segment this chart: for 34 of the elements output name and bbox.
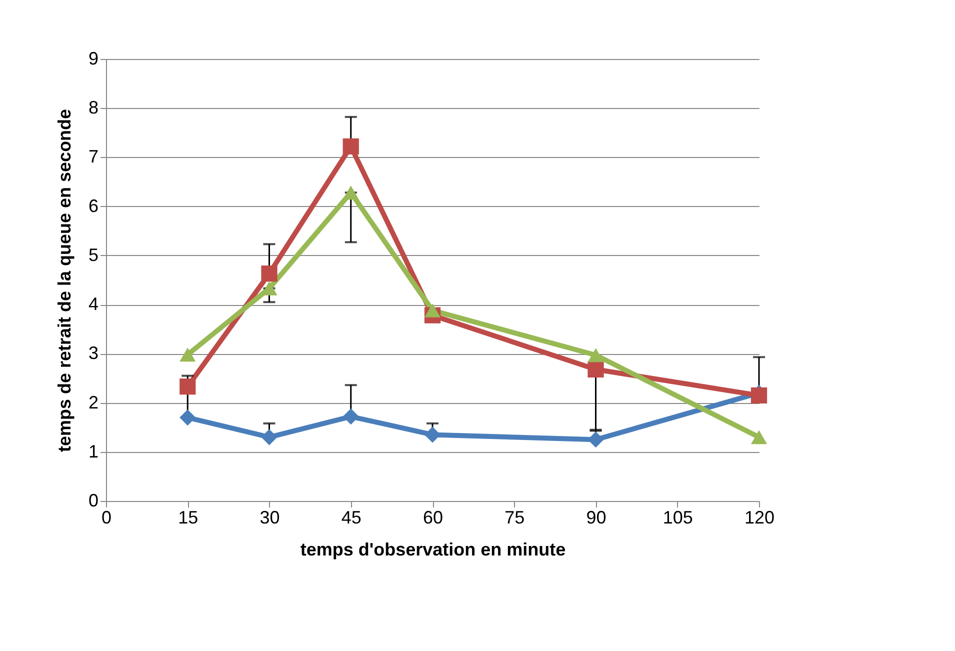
point (261, 429, 278, 446)
x-tick-label: 0 (101, 508, 112, 528)
x-tick-label: 120 (744, 508, 775, 528)
x-tick-label: 90 (586, 508, 606, 528)
x-tick-label: 30 (260, 508, 280, 528)
point (342, 186, 359, 200)
x-tick-label: 60 (422, 508, 444, 528)
y-tick-label: 7 (88, 146, 98, 167)
point (342, 408, 359, 425)
point (180, 378, 196, 395)
x-tick-label: 15 (178, 508, 198, 528)
y-tick-label: 2 (88, 392, 98, 412)
y-tick-label: 0 (88, 490, 98, 510)
point (588, 348, 604, 362)
y-tick-label: 6 (88, 196, 98, 216)
x-tick-label: 105 (662, 508, 693, 528)
point (750, 387, 768, 404)
point (424, 303, 441, 318)
point (180, 348, 196, 362)
y-tick-label: 4 (88, 294, 98, 314)
point (261, 266, 278, 282)
point (750, 430, 768, 444)
y-axis-title: temps de retrait de la queue en seconde (54, 108, 74, 452)
y-tick-label: 3 (88, 343, 98, 364)
x-tick-label: 75 (504, 508, 525, 528)
y-tick-label: 8 (88, 98, 98, 118)
x-tick-label: 45 (341, 508, 362, 528)
point (588, 361, 604, 378)
y-tick-label: 9 (88, 48, 98, 68)
x-axis-title: temps d'observation en minute (300, 540, 566, 560)
y-tick-label: 1 (88, 441, 98, 462)
point (180, 409, 196, 426)
point (342, 138, 359, 154)
y-tick-label: 5 (88, 244, 98, 265)
